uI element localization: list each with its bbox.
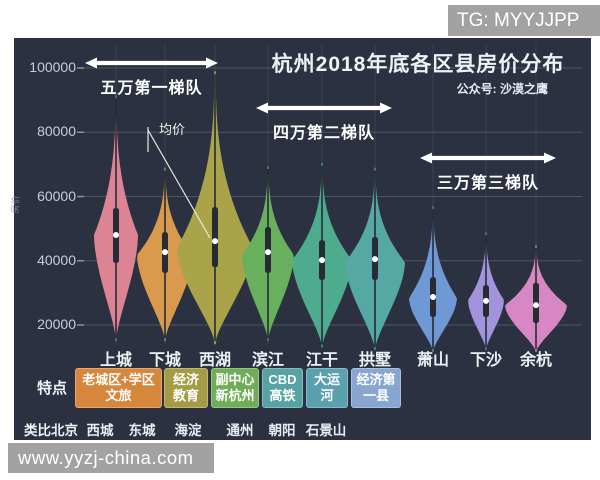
arrow-head-right xyxy=(206,57,218,69)
violin-median-dot xyxy=(483,297,489,304)
violin-5 xyxy=(345,167,405,351)
watermark-website-text: www.yyzj-china.com xyxy=(18,447,194,468)
violin-median-dot xyxy=(162,249,168,256)
arrow-head-left xyxy=(256,102,268,114)
arrow-head-left xyxy=(85,57,97,69)
arrow-head-right xyxy=(544,152,556,164)
watermark-website: www.yyzj-china.com xyxy=(8,443,214,473)
violin-6 xyxy=(409,206,457,352)
violin-7 xyxy=(468,232,504,351)
tier-arrow xyxy=(256,102,392,114)
watermark-telegram-text: TG: MYYJJPP xyxy=(457,10,580,31)
violin-median-dot xyxy=(113,232,119,239)
violin-median-dot xyxy=(319,257,325,264)
violin-0 xyxy=(94,95,138,342)
arrow-head-left xyxy=(420,152,432,164)
mean-annotation xyxy=(147,127,211,239)
violin-4 xyxy=(292,162,352,348)
tier-arrow xyxy=(85,57,218,69)
violin-median-dot xyxy=(212,238,218,245)
violin-8 xyxy=(505,245,567,352)
violin-median-dot xyxy=(372,256,378,263)
mean-leader-line xyxy=(147,129,211,239)
violin-2 xyxy=(177,71,253,345)
violin-1 xyxy=(137,167,193,342)
violin-median-dot xyxy=(430,294,436,301)
watermark-telegram: TG: MYYJJPP xyxy=(448,5,600,36)
arrow-head-right xyxy=(380,102,392,114)
tier-arrow xyxy=(420,152,556,164)
violin-iqr-box xyxy=(212,207,218,268)
violin-plot xyxy=(94,71,567,352)
violin-3 xyxy=(242,166,294,342)
violin-median-dot xyxy=(265,249,271,256)
violin-median-dot xyxy=(533,302,539,309)
